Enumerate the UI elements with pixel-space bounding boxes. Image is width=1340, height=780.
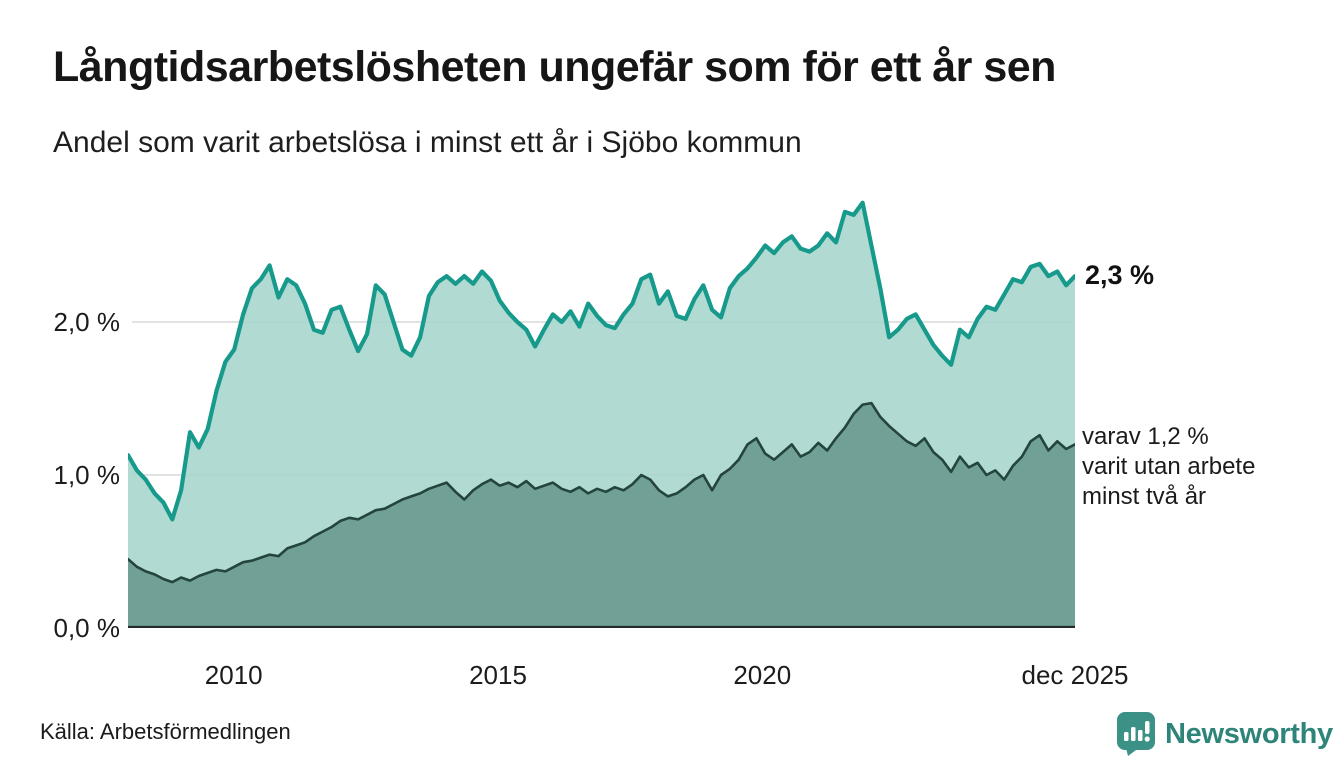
- newsworthy-logo: Newsworthy: [1117, 712, 1333, 756]
- newsworthy-logo-text: Newsworthy: [1165, 717, 1333, 750]
- annotation-two-year-line1: varav 1,2 %: [1082, 423, 1209, 450]
- newsworthy-logo-icon: [1117, 712, 1155, 756]
- x-tick-label: 2020: [733, 660, 792, 690]
- y-tick-label: 1,0 %: [53, 460, 121, 490]
- x-tick-label: 2015: [469, 660, 527, 690]
- annotation-two-year-line3: minst två år: [1082, 483, 1207, 510]
- page-title: Långtidsarbetslösheten ungefär som för e…: [53, 43, 1056, 91]
- annotation-latest-total: 2,3 %: [1085, 260, 1155, 290]
- chart-plot-area: [128, 188, 1075, 628]
- annotation-two-year-line2: varit utan arbete: [1082, 453, 1256, 480]
- page-subtitle: Andel som varit arbetslösa i minst ett å…: [53, 126, 802, 159]
- x-tick-label: dec 2025: [1021, 660, 1129, 690]
- annotation-two-year: varav 1,2 % varit utan arbete minst två …: [1082, 422, 1255, 512]
- source-note: Källa: Arbetsförmedlingen: [40, 719, 291, 744]
- y-tick-label: 2,0 %: [53, 307, 121, 337]
- x-tick-label: 2010: [204, 660, 263, 690]
- y-tick-label: 0,0 %: [53, 613, 121, 643]
- area-chart: [128, 200, 1075, 628]
